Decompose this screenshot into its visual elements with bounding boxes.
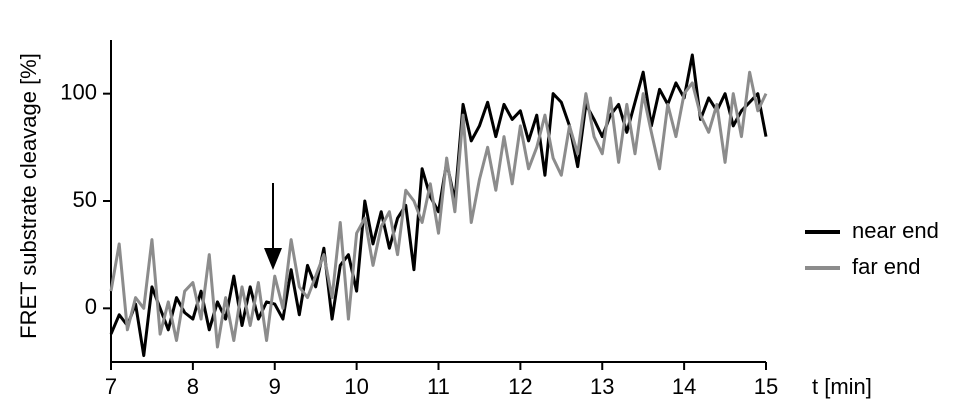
x-tick-label: 15: [754, 374, 778, 399]
x-tick-label: 7: [105, 374, 117, 399]
line-series: [109, 53, 768, 358]
x-tick-label: 9: [269, 374, 281, 399]
legend-label: near end: [852, 218, 939, 243]
y-tick-label: 50: [73, 187, 97, 212]
y-tick-label: 100: [60, 79, 97, 104]
x-tick-label: 8: [187, 374, 199, 399]
x-tick-label: 10: [344, 374, 368, 399]
x-tick-label: 11: [427, 374, 450, 399]
line-series: [109, 70, 768, 349]
x-axis-label: t [min]: [812, 374, 872, 399]
x-tick-label: 14: [672, 374, 696, 399]
x-tick-label: 12: [508, 374, 532, 399]
arrow-annotation: [264, 183, 282, 270]
legend-label: far end: [852, 254, 921, 279]
x-tick-label: 13: [590, 374, 614, 399]
y-tick-label: 0: [85, 294, 97, 319]
y-axis-label: FRET substrate cleavage [%]: [16, 53, 41, 339]
